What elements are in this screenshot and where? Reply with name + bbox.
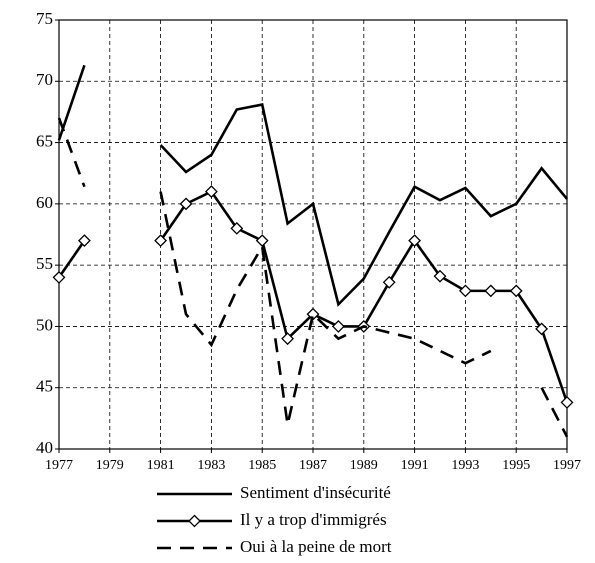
legend-marker [188, 514, 201, 528]
y-tick-label: 45 [36, 377, 53, 396]
point-marker [560, 396, 574, 409]
x-tick-label: 1979 [96, 458, 124, 473]
point-marker [458, 284, 472, 298]
x-tick-label: 1981 [147, 458, 175, 473]
point-marker [52, 270, 66, 284]
plot-frame [58, 19, 568, 450]
point-marker [230, 221, 244, 235]
point-marker [331, 320, 345, 333]
x-tick-label: 1991 [401, 458, 429, 473]
point-marker [77, 234, 91, 248]
x-tick-label: 1995 [502, 458, 530, 473]
x-tick-label: 1997 [553, 458, 581, 473]
point-marker [535, 322, 549, 336]
x-tick-label: 1983 [197, 458, 225, 473]
y-tick-label: 40 [36, 438, 53, 457]
point-marker [281, 332, 295, 346]
series-line [57, 117, 569, 438]
x-tick-label: 1977 [45, 458, 73, 473]
x-tick-label: 1985 [248, 458, 276, 473]
x-tick-label: 1989 [350, 458, 378, 473]
point-marker [509, 284, 523, 298]
y-tick-label: 55 [36, 254, 53, 273]
legend-label: Il y a trop d'immigrés [240, 510, 387, 529]
x-tick-label: 1987 [299, 458, 327, 473]
y-tick-label: 60 [36, 193, 53, 212]
x-tick-label: 1993 [451, 458, 479, 473]
y-tick-label: 50 [36, 315, 53, 334]
point-marker [408, 234, 422, 248]
point-marker [179, 197, 193, 211]
y-tick-label: 70 [36, 70, 53, 89]
point-marker [382, 275, 396, 289]
y-tick-label: 75 [36, 9, 53, 28]
y-tick-label: 65 [36, 131, 53, 150]
point-marker [433, 269, 447, 283]
legend-label: Sentiment d'insécurité [240, 483, 391, 502]
point-marker [154, 234, 168, 248]
point-marker [204, 185, 218, 199]
point-marker [255, 234, 269, 248]
point-marker [484, 284, 498, 298]
legend-label: Oui à la peine de mort [240, 537, 392, 556]
